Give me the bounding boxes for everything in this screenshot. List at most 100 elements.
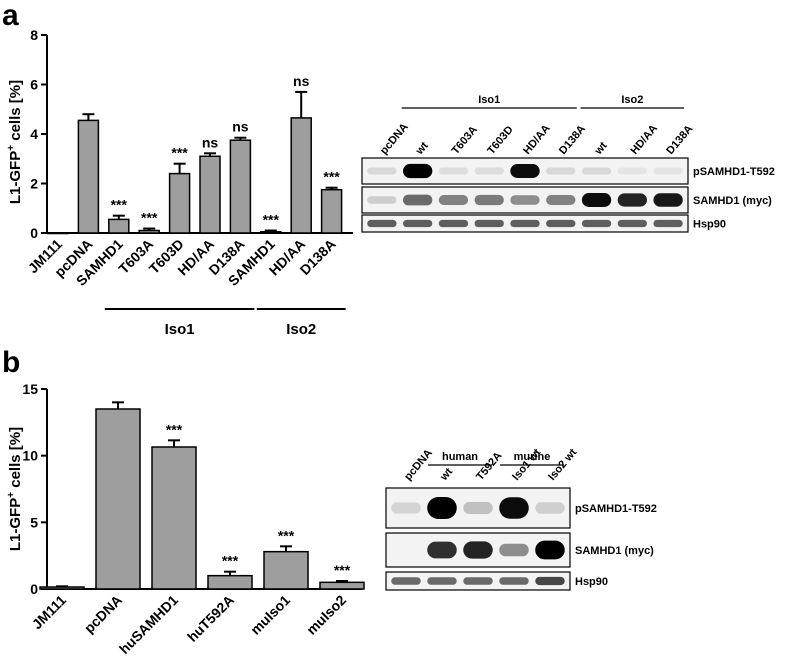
panel-b-letter: b [2, 346, 20, 379]
blot-band [367, 167, 397, 175]
blot-band [474, 167, 504, 175]
bar [199, 155, 221, 234]
blot-band [463, 501, 493, 515]
blot-band [427, 497, 457, 519]
blot-band [474, 194, 504, 206]
y-tick-label: 5 [30, 514, 38, 530]
significance-label: ns [232, 119, 249, 135]
category-label: pcDNA [81, 592, 125, 636]
bar [168, 172, 191, 234]
significance-label: *** [323, 169, 340, 185]
blot-band [391, 577, 421, 585]
blot-band [427, 541, 457, 559]
bar [77, 119, 100, 234]
category-label: huSAMHD1 [116, 592, 181, 657]
bar [207, 574, 253, 590]
lane-label: T603A [450, 124, 480, 157]
y-tick-label: 4 [30, 126, 38, 142]
blot-group-label: Iso2 [621, 94, 643, 106]
y-axis-label-main: L1-GFP [7, 151, 24, 204]
y-axis-label-sup: + [6, 492, 17, 498]
bar [290, 117, 312, 234]
blot-row-label: pSAMHD1-T592 [693, 166, 775, 178]
blot-band [546, 219, 576, 228]
y-axis-label-main: L1-GFP [7, 498, 24, 551]
group-label: Iso1 [165, 321, 195, 338]
lane-label: wt [413, 140, 431, 158]
significance-label: *** [141, 210, 158, 226]
blot-band [402, 219, 433, 228]
bar [138, 229, 160, 234]
blot-band [653, 167, 683, 175]
lane-label: pcDNA [378, 121, 411, 157]
y-tick-label: 0 [30, 581, 38, 597]
blot-band [474, 219, 504, 228]
blot-band [499, 577, 529, 585]
blot-band [510, 219, 540, 228]
lane-label: T592A [474, 450, 504, 483]
blot-row-label: SAMHD1 (myc) [693, 195, 772, 207]
blot-band [535, 502, 565, 514]
y-axis-label: L1-GFP+ cells [%] [6, 80, 24, 204]
blot-band [546, 167, 576, 175]
blot-band [581, 193, 612, 207]
significance-label: *** [171, 145, 188, 161]
lane-label: wt [592, 140, 610, 158]
category-label: huT592A [184, 592, 237, 645]
y-tick-label: 8 [30, 27, 38, 43]
blot-band [535, 576, 565, 586]
bar [151, 446, 197, 590]
blot-band [427, 577, 457, 585]
y-tick-label: 2 [30, 176, 38, 192]
blot-band [438, 194, 469, 206]
significance-label: *** [278, 527, 295, 543]
significance-label: *** [263, 212, 280, 228]
y-axis-label-sup: + [6, 145, 17, 151]
significance-label: ns [293, 73, 310, 89]
blot-band [367, 219, 397, 228]
lane-label: wt [437, 466, 455, 484]
significance-label: *** [111, 197, 128, 213]
y-axis-label: L1-GFP+ cells [%] [6, 427, 24, 551]
y-axis-label-tail: cells [%] [7, 427, 24, 492]
blot-group-label: human [442, 451, 478, 463]
bar [260, 231, 282, 234]
blot-band [617, 219, 648, 228]
blot-band [499, 543, 529, 557]
blot-band [402, 194, 433, 206]
blot-band [653, 219, 683, 228]
bar [229, 139, 252, 234]
significance-label: *** [166, 421, 183, 437]
blot-band [367, 196, 397, 204]
lane-label: D138A [557, 123, 588, 157]
bar [319, 581, 365, 590]
blot-row-label: Hsp90 [575, 576, 608, 588]
category-label: muIso1 [247, 592, 293, 638]
bar [47, 232, 69, 235]
category-label: JM111 [29, 592, 70, 633]
category-label: muIso2 [303, 592, 349, 638]
blot-band [510, 164, 540, 178]
panel-a-letter: a [2, 0, 19, 32]
blot-band [499, 497, 529, 519]
blot-band [438, 219, 469, 228]
blot-band [581, 219, 612, 228]
blot-band [581, 167, 612, 175]
y-axis-label-tail: cells [%] [7, 80, 24, 145]
blot-band [617, 167, 648, 175]
lane-label: D138A [664, 123, 695, 157]
y-tick-label: 0 [30, 225, 38, 241]
blot-band [402, 163, 433, 179]
blot-band [653, 193, 683, 207]
group-label: Iso2 [286, 321, 316, 338]
blot-band [510, 195, 540, 205]
blot-band [438, 167, 469, 175]
blot-group-label: Iso1 [478, 94, 500, 106]
bar [263, 550, 309, 590]
bar [95, 408, 141, 590]
bar [320, 188, 343, 234]
